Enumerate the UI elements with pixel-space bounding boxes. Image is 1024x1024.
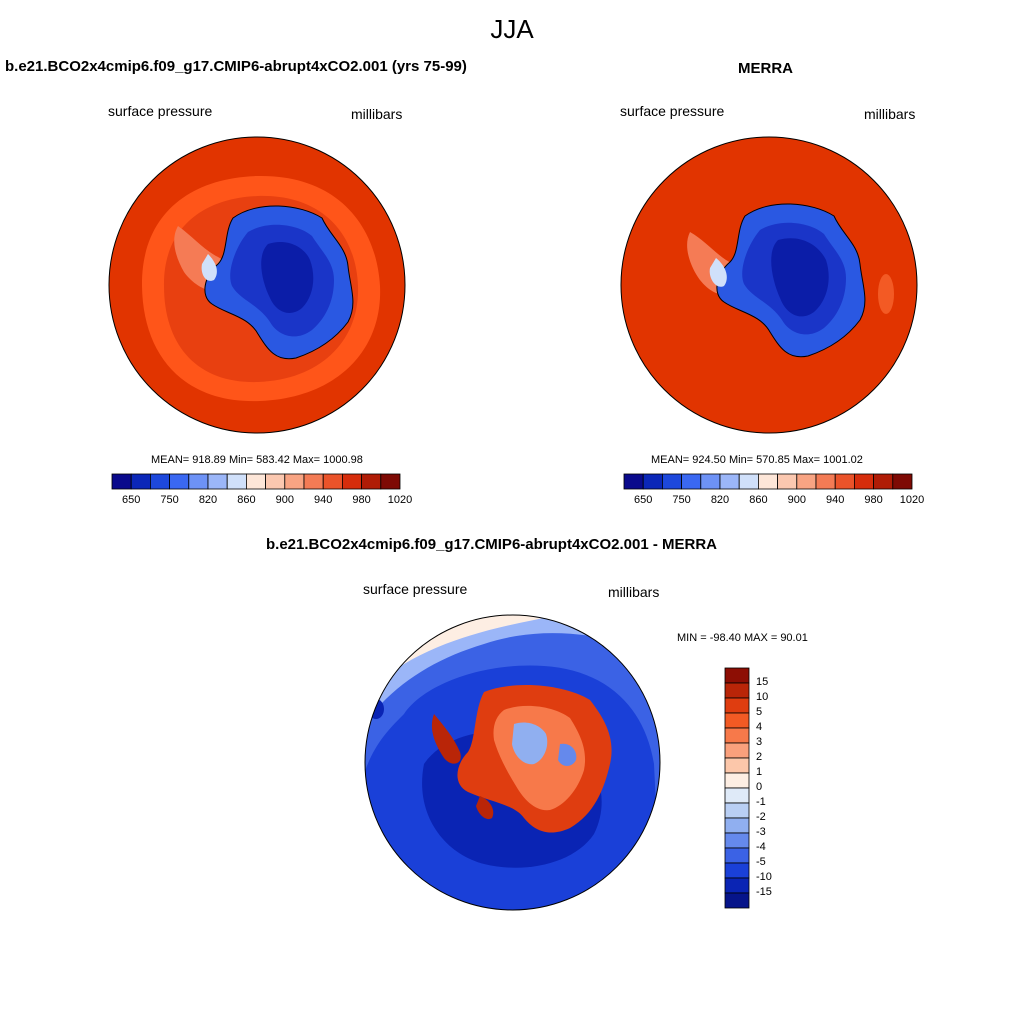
colorbar-tick-label: 820 xyxy=(198,494,218,506)
model-panel-title: b.e21.BCO2x4cmip6.f09_g17.CMIP6-abrupt4x… xyxy=(5,58,467,75)
colorbar-swatch xyxy=(815,473,836,490)
colorbar-swatch xyxy=(724,787,750,804)
colorbar-tick-label: 820 xyxy=(710,494,730,506)
diff-polar-map xyxy=(364,614,661,911)
colorbar-swatch xyxy=(777,473,798,490)
diff-panel-title: b.e21.BCO2x4cmip6.f09_g17.CMIP6-abrupt4x… xyxy=(266,536,717,553)
colorbar-swatch xyxy=(207,473,228,490)
diff-variable-label: surface pressure xyxy=(363,581,468,597)
colorbar-tick-label: 980 xyxy=(864,494,883,506)
colorbar-tick-label: 750 xyxy=(160,494,179,506)
colorbar-swatch xyxy=(738,473,759,490)
colorbar-swatch xyxy=(623,473,644,490)
colorbar-swatch xyxy=(303,473,324,490)
colorbar-tick-label: 0 xyxy=(756,781,763,793)
colorbar-swatch xyxy=(150,473,171,490)
colorbar-swatch xyxy=(724,817,750,834)
colorbar-swatch xyxy=(724,697,750,714)
colorbar-swatch xyxy=(853,473,874,490)
colorbar-swatch xyxy=(724,847,750,864)
colorbar-swatch xyxy=(265,473,286,490)
colorbar-swatch xyxy=(719,473,740,490)
colorbar-tick-label: -1 xyxy=(756,796,766,808)
colorbar-swatch xyxy=(130,473,151,490)
colorbar-swatch xyxy=(724,757,750,774)
colorbar-tick-label: 1020 xyxy=(387,494,413,506)
figure-title: JJA xyxy=(490,14,534,44)
colorbar-tick-label: 940 xyxy=(826,494,845,506)
colorbar-swatch xyxy=(724,832,750,849)
obs-colorbar xyxy=(623,473,913,490)
colorbar-swatch xyxy=(284,473,305,490)
colorbar-swatch xyxy=(724,667,750,684)
colorbar-swatch xyxy=(322,473,343,490)
colorbar-tick-label: 10 xyxy=(756,691,769,703)
diff-colorbar xyxy=(724,667,750,909)
colorbar-tick-label: 750 xyxy=(672,494,691,506)
colorbar-tick-label: 860 xyxy=(749,494,768,506)
colorbar-swatch xyxy=(700,473,721,490)
colorbar-tick-label: -15 xyxy=(756,886,772,898)
colorbar-tick-label: 3 xyxy=(756,736,763,748)
colorbar-swatch xyxy=(642,473,663,490)
obs-stats: MEAN= 924.50 Min= 570.85 Max= 1001.02 xyxy=(651,454,863,466)
colorbar-swatch xyxy=(724,892,750,909)
model-variable-label: surface pressure xyxy=(108,103,213,119)
colorbar-swatch xyxy=(226,473,247,490)
obs-units-label: millibars xyxy=(864,106,916,122)
colorbar-swatch xyxy=(681,473,702,490)
colorbar-swatch xyxy=(724,802,750,819)
model-units-label: millibars xyxy=(351,106,403,122)
colorbar-tick-label: 1 xyxy=(756,766,763,778)
colorbar-swatch xyxy=(111,473,132,490)
diff-stats: MIN = -98.40 MAX = 90.01 xyxy=(677,632,808,644)
model-polar-map xyxy=(108,136,406,434)
colorbar-swatch xyxy=(380,473,401,490)
colorbar-tick-label: 2 xyxy=(756,751,763,763)
obs-polar-map xyxy=(620,136,918,434)
colorbar-swatch xyxy=(724,682,750,699)
model-colorbar xyxy=(111,473,401,490)
colorbar-tick-label: -4 xyxy=(756,841,766,853)
colorbar-swatch xyxy=(724,877,750,894)
colorbar-swatch xyxy=(757,473,778,490)
colorbar-swatch xyxy=(834,473,855,490)
colorbar-swatch xyxy=(188,473,209,490)
colorbar-swatch xyxy=(724,772,750,789)
colorbar-tick-label: 940 xyxy=(314,494,333,506)
colorbar-swatch xyxy=(724,742,750,759)
colorbar-tick-label: 650 xyxy=(122,494,141,506)
colorbar-tick-label: 900 xyxy=(275,494,294,506)
diff-units-label: millibars xyxy=(608,584,660,600)
colorbar-swatch xyxy=(169,473,190,490)
colorbar-swatch xyxy=(724,712,750,729)
obs-variable-label: surface pressure xyxy=(620,103,725,119)
colorbar-tick-label: 980 xyxy=(352,494,371,506)
colorbar-tick-label: 1020 xyxy=(899,494,925,506)
colorbar-swatch xyxy=(724,862,750,879)
colorbar-swatch xyxy=(873,473,894,490)
colorbar-swatch xyxy=(796,473,817,490)
obs-panel-title: MERRA xyxy=(738,60,793,77)
colorbar-swatch xyxy=(361,473,382,490)
colorbar-tick-label: -2 xyxy=(756,811,766,823)
colorbar-tick-label: 4 xyxy=(756,721,763,733)
colorbar-swatch xyxy=(245,473,266,490)
colorbar-swatch xyxy=(892,473,913,490)
colorbar-tick-label: 15 xyxy=(756,676,769,688)
model-stats: MEAN= 918.89 Min= 583.42 Max= 1000.98 xyxy=(151,454,363,466)
colorbar-tick-label: 860 xyxy=(237,494,256,506)
colorbar-tick-label: -5 xyxy=(756,856,766,868)
colorbar-tick-label: -3 xyxy=(756,826,766,838)
colorbar-swatch xyxy=(724,727,750,744)
colorbar-tick-label: 5 xyxy=(756,706,763,718)
colorbar-tick-label: 900 xyxy=(787,494,806,506)
colorbar-tick-label: 650 xyxy=(634,494,653,506)
colorbar-swatch xyxy=(662,473,683,490)
colorbar-tick-label: -10 xyxy=(756,871,772,883)
colorbar-swatch xyxy=(341,473,362,490)
